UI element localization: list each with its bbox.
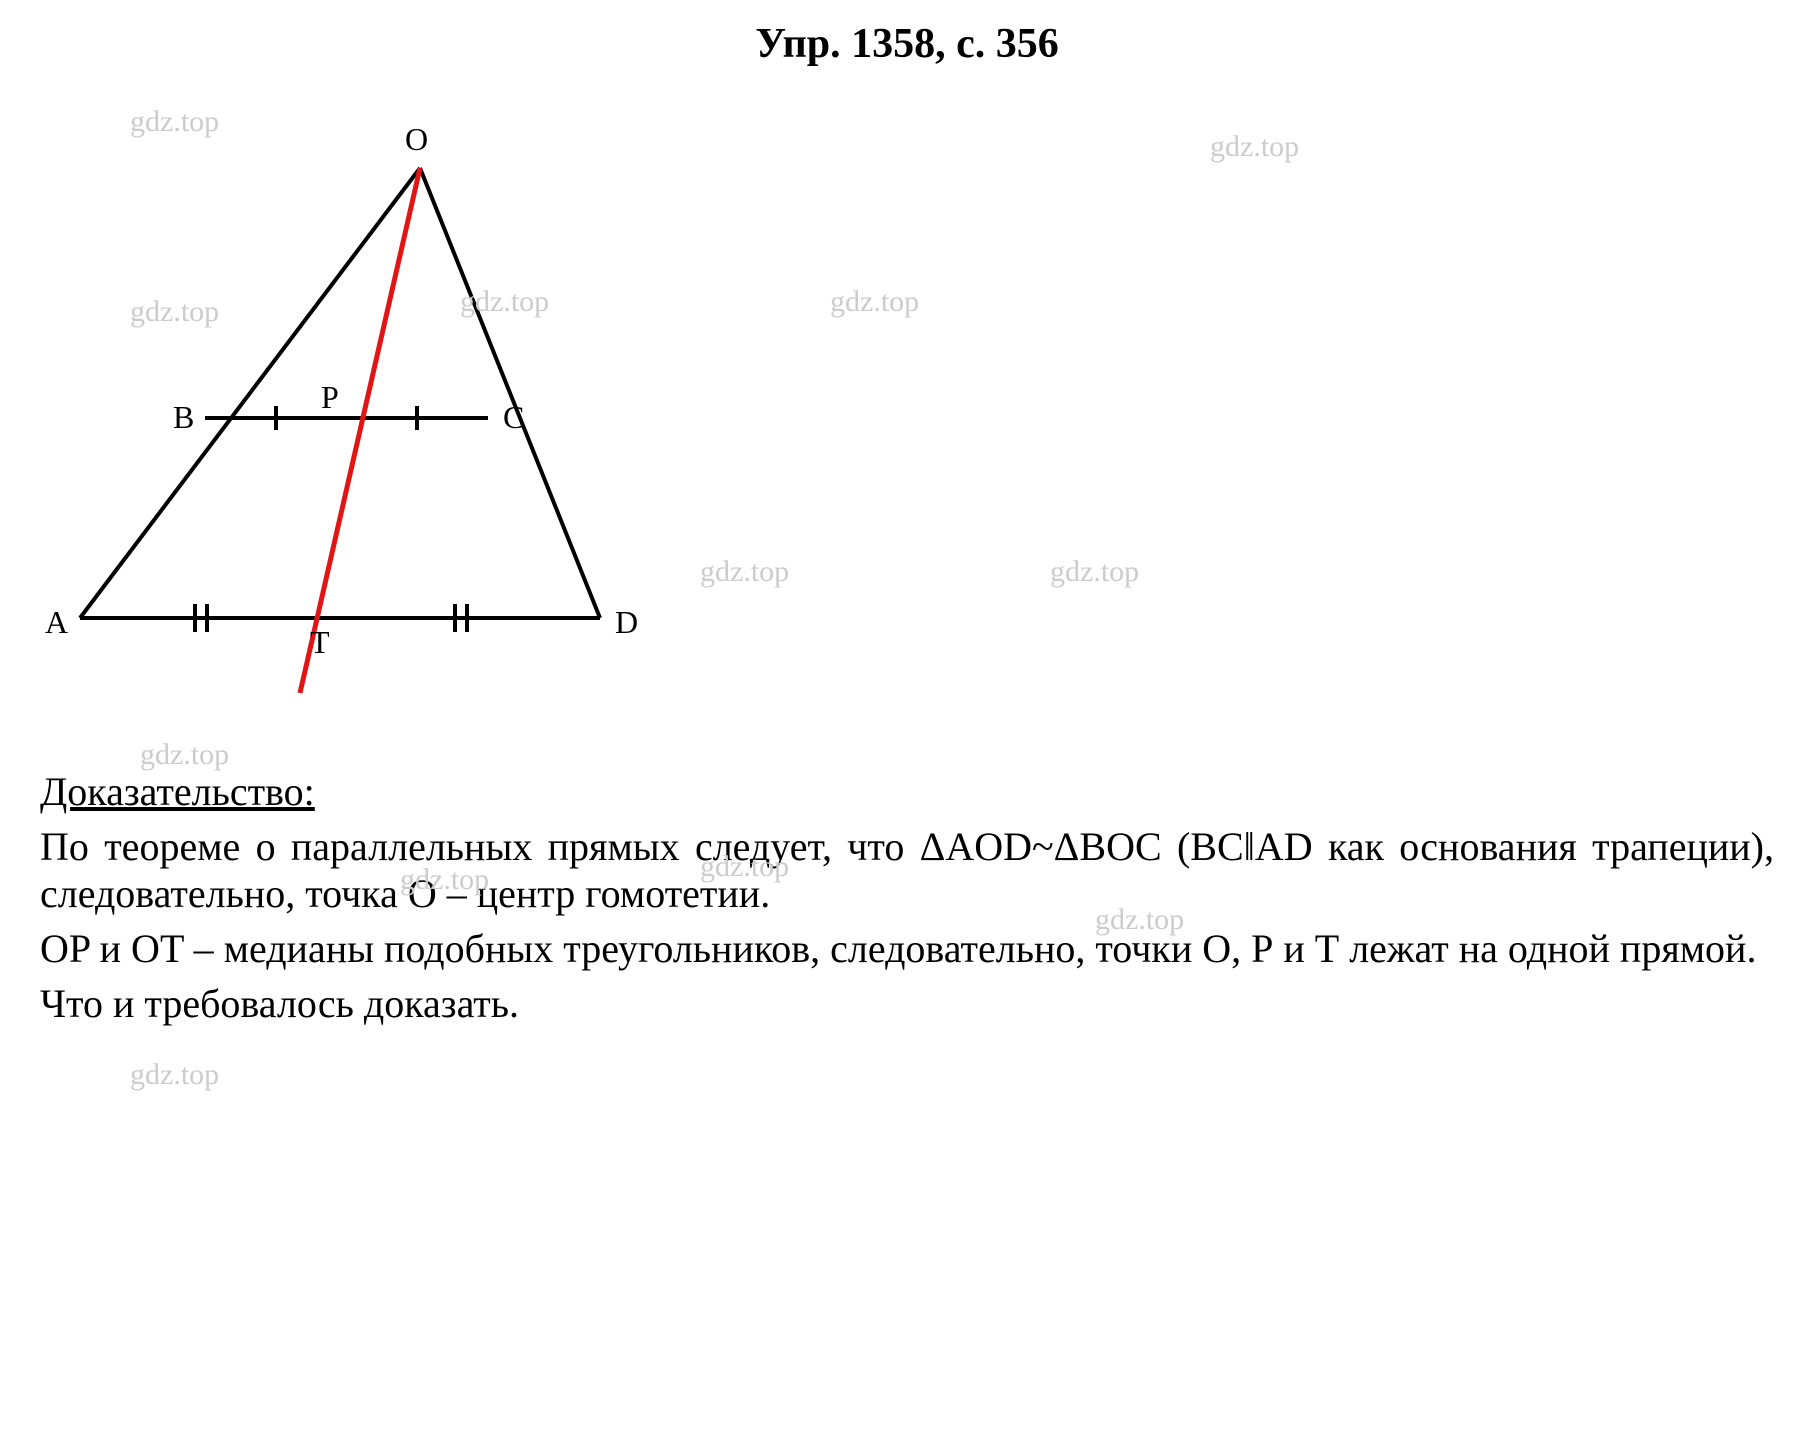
page-title: Упр. 1358, с. 356 [40,20,1774,68]
label-C: C [503,399,524,435]
proof-section: gdz.top Доказательство: По теореме о пар… [40,768,1774,1027]
label-B: B [173,399,194,435]
line-OD [420,168,600,618]
geometry-diagram: O A D B C P T [40,108,940,708]
label-D: D [615,604,638,640]
watermark: gdz.top [1210,130,1299,164]
proof-paragraph-2: OP и OT – медианы подобных треугольников… [40,925,1774,972]
watermark: gdz.top [1050,555,1139,589]
label-T: T [310,624,330,660]
watermark: gdz.top [140,738,229,772]
proof-paragraph-1: По теореме о параллельных прямых следует… [40,823,1774,917]
diagram-svg: O A D B C P T [40,108,940,708]
label-A: A [45,604,68,640]
proof-heading: Доказательство: [40,768,315,815]
label-O: O [405,121,428,157]
watermark: gdz.top [130,1058,219,1092]
proof-paragraph-3: Что и требовалось доказать. [40,980,1774,1027]
label-P: P [321,379,339,415]
